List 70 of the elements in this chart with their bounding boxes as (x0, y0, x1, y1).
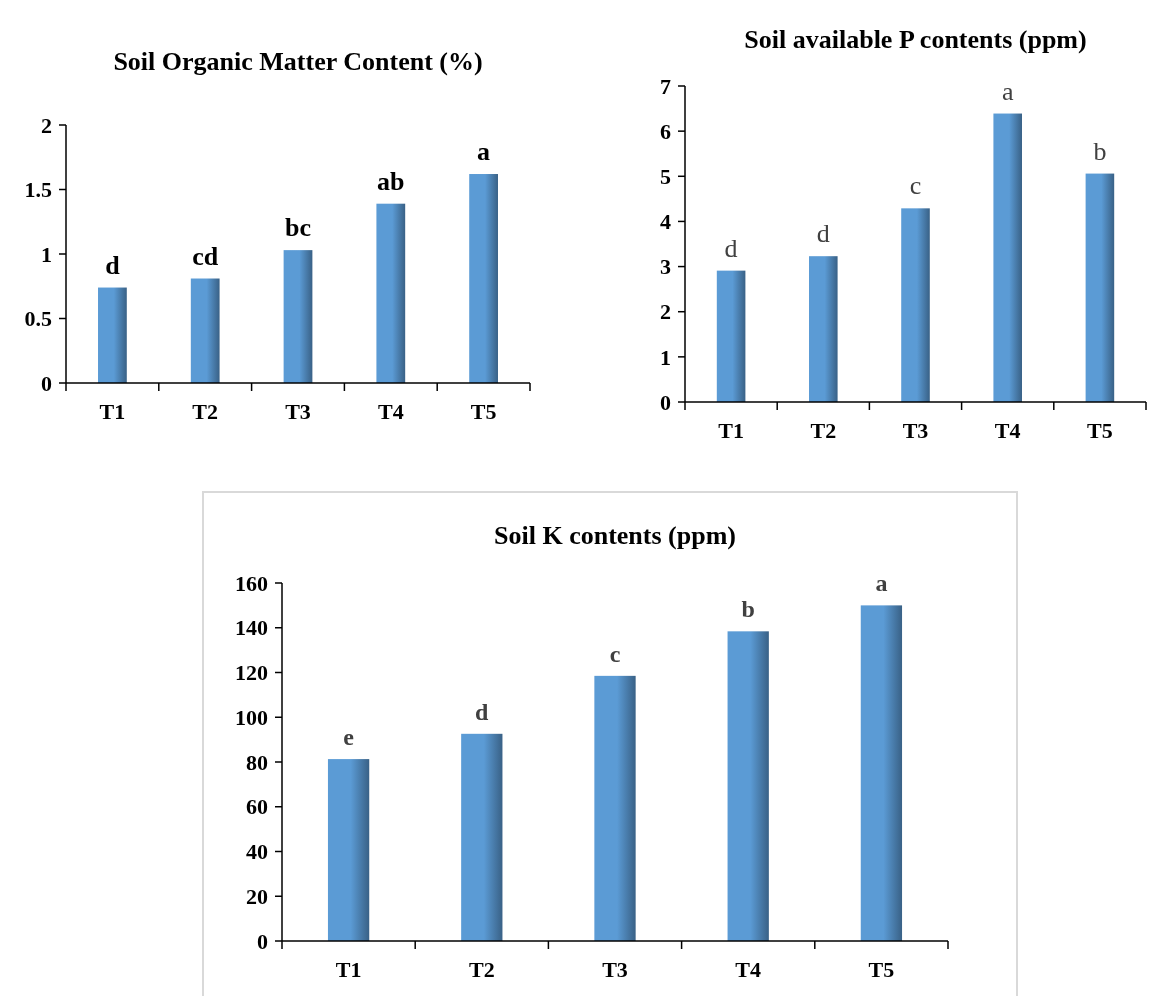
x-tick-label: T3 (285, 399, 311, 424)
y-tick-label: 1.5 (24, 177, 52, 203)
annotation: c (909, 171, 922, 201)
x-tick-label: T1 (99, 399, 126, 424)
annotation: d (816, 219, 830, 249)
bar (594, 675, 636, 941)
y-tick-label: 120 (235, 660, 268, 686)
annotation: cd (192, 241, 219, 271)
y-tick-label: 7 (660, 73, 671, 99)
x-tick-label: T5 (1087, 418, 1113, 443)
annotation: d (105, 250, 121, 280)
chart-title: Soil K contents (ppm) (494, 521, 736, 550)
y-tick-label: 80 (246, 749, 268, 775)
annotation: c (609, 640, 621, 667)
y-tick-label: 2 (41, 112, 52, 138)
x-tick-label: T5 (470, 399, 497, 424)
x-tick-label: T2 (468, 957, 495, 982)
bar (716, 270, 746, 402)
x-tick-label: T3 (902, 418, 929, 443)
annotation: b (1093, 136, 1107, 166)
y-tick-label: 4 (660, 209, 671, 235)
x-tick-label: T2 (810, 418, 837, 443)
y-tick-label: 20 (246, 883, 268, 909)
x-tick-label: T1 (335, 957, 362, 982)
bar (1085, 173, 1115, 402)
annotation: bc (285, 213, 311, 243)
annotation: d (724, 233, 738, 263)
annotation: e (343, 724, 355, 751)
x-tick-label: T2 (192, 399, 219, 424)
annotation: ab (377, 166, 405, 196)
chart-title: Soil Organic Matter Content (%) (113, 47, 483, 76)
y-tick-label: 2 (660, 299, 671, 325)
y-tick-label: 1 (660, 344, 671, 370)
x-tick-label: T3 (602, 957, 628, 982)
x-tick-label: T1 (718, 418, 744, 443)
chart-title: Soil available P contents (ppm) (744, 25, 1087, 54)
y-tick-label: 140 (235, 615, 268, 641)
bar (469, 174, 498, 383)
bar (461, 733, 503, 941)
y-tick-label: 60 (246, 794, 268, 820)
x-tick-label: T4 (994, 418, 1021, 443)
bar (376, 203, 406, 383)
y-tick-label: 1 (41, 241, 52, 267)
y-tick-label: 100 (235, 704, 268, 730)
annotation: b (741, 596, 755, 623)
bar (809, 256, 838, 402)
bar (98, 287, 127, 383)
y-tick-label: 0 (41, 370, 52, 396)
y-tick-label: 40 (246, 839, 268, 865)
y-tick-label: 3 (660, 254, 671, 280)
x-tick-label: T4 (735, 957, 762, 982)
bar (190, 278, 220, 383)
y-tick-label: 160 (235, 570, 268, 596)
y-tick-label: 0 (660, 389, 671, 415)
bar (327, 759, 370, 941)
y-tick-label: 6 (660, 118, 671, 144)
bar (993, 113, 1022, 402)
bar (727, 631, 769, 941)
annotation: a (875, 570, 888, 597)
bar (860, 605, 903, 941)
y-tick-label: 0 (257, 928, 268, 954)
annotation: a (1001, 76, 1014, 106)
x-tick-label: T5 (868, 957, 895, 982)
y-tick-label: 5 (660, 163, 671, 189)
y-tick-label: 0.5 (24, 306, 52, 332)
bar (901, 208, 930, 402)
annotation: a (477, 137, 491, 167)
x-tick-label: T4 (377, 399, 404, 424)
annotation: d (475, 698, 490, 725)
bar (283, 250, 313, 383)
